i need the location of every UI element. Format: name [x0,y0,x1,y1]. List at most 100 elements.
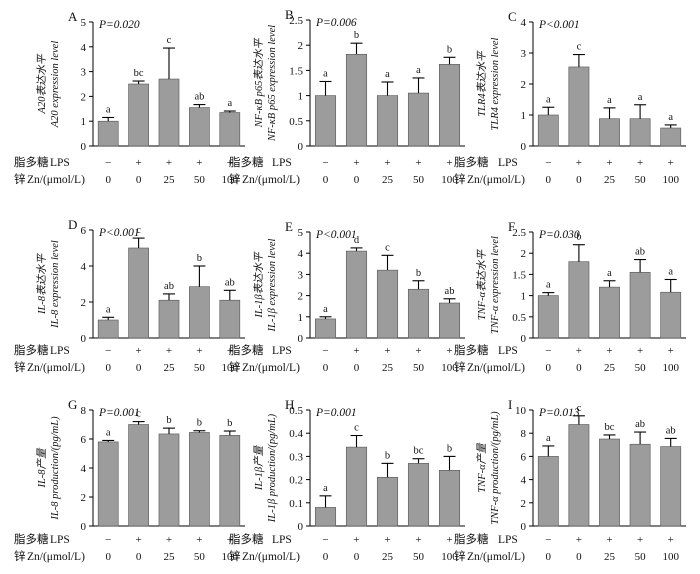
zn-condition: 0 [546,362,552,374]
panel-letter-f: F [508,219,515,234]
lps-row-label-cn: 脂多糖 [14,343,49,357]
lps-condition: + [576,157,582,169]
lps-condition: + [166,345,172,357]
bar-a [128,83,149,147]
significance-letter-d: a [106,304,111,315]
lps-condition: + [227,534,233,546]
y-tick-label-e: 5 [298,227,304,239]
zn-condition: 100 [441,362,458,374]
lps-row-label: LPS [272,345,292,357]
significance-letter-d: b [197,253,202,264]
zn-condition: 25 [382,174,394,186]
p-value-c: P<0.001 [538,19,580,31]
bar-h [345,446,368,527]
bar-f [599,286,620,339]
p-value-a: P=0.020 [98,19,140,31]
y-tick-label-i: 0 [521,521,527,533]
lps-row-label-cn: 脂多糖 [454,155,489,169]
zn-row-label: Zn/(μmol/L) [242,174,300,186]
significance-letter-b: b [354,30,359,41]
lps-row-label: LPS [272,157,292,169]
zn-row-label: Zn/(μmol/L) [467,174,525,186]
y-axis-label-b: NF-κB p65表达水平 [253,37,265,128]
significance-letter-d: ab [225,277,235,288]
bar-c [599,118,620,147]
p-value-d: P<0.001 [98,227,140,239]
y-axis-label-d: IL-8 expression level [50,240,61,329]
significance-letter-i: bc [605,422,615,433]
zn-condition: 0 [576,174,582,186]
significance-letter-a: bc [134,68,144,79]
lps-condition: − [105,157,111,169]
panel-letter-d: D [68,217,77,232]
significance-letter-h: a [323,483,328,494]
bar-i [629,443,651,527]
lps-condition: + [446,534,452,546]
y-tick-label-b: 1.5 [289,65,303,77]
y-tick-label-i: 2 [521,498,527,510]
significance-letter-f: ab [635,247,645,258]
y-axis-label-a: A20表达水平 [36,53,48,114]
y-tick-label-c: 4 [521,17,527,29]
y-axis-label-d: IL-8表达水平 [36,252,48,315]
significance-letter-c: a [668,112,673,123]
zn-condition: 50 [635,174,647,186]
p-value-e: P<0.001 [315,229,357,241]
y-tick-label-i: 6 [521,451,527,463]
zn-condition: 100 [441,551,458,563]
zn-condition: 0 [105,551,111,563]
significance-letter-g: b [166,415,171,426]
significance-letter-e: ab [445,286,455,297]
y-tick-label-g: 8 [81,405,87,417]
y-tick-label-g: 6 [81,434,87,446]
lps-row-label: LPS [50,157,70,169]
y-axis-label-h: IL-1β产量 [253,444,265,491]
y-tick-label-h: 0.4 [289,428,303,440]
zn-condition: 0 [136,362,142,374]
significance-letter-e: d [354,235,360,246]
lps-condition: + [606,534,612,546]
zn-condition: 100 [662,551,679,563]
significance-letter-f: a [668,266,673,277]
bar-g [158,433,180,527]
y-tick-label-b: 0.5 [289,116,303,128]
y-tick-label-c: 0 [521,141,527,153]
y-axis-label-i: TNF-α production/(pg/mL) [490,411,501,525]
zn-condition: 25 [604,362,616,374]
y-tick-label-f: 2.5 [512,227,526,239]
bar-c [537,114,559,147]
significance-letter-h: b [385,450,390,461]
bar-f [537,295,559,339]
lps-row-label-cn: 脂多糖 [229,532,264,546]
zn-row-label: Zn/(μmol/L) [27,174,85,186]
zn-condition: 50 [413,174,425,186]
bar-e [345,250,368,339]
significance-letter-c: a [546,94,551,105]
y-tick-label-d: 0 [81,333,87,345]
bar-i [660,446,682,527]
zn-condition: 100 [662,174,679,186]
lps-row-label: LPS [50,534,70,546]
zn-row-label-cn: 锌 [14,549,26,563]
zn-condition: 100 [662,362,679,374]
bar-c [568,66,590,147]
lps-row-label-cn: 脂多糖 [14,532,49,546]
lps-condition: + [576,534,582,546]
zn-condition: 0 [323,174,329,186]
significance-letter-e: a [323,304,328,315]
y-tick-label-f: 0.5 [512,312,526,324]
lps-condition: − [322,534,328,546]
significance-letter-c: c [577,42,582,53]
y-tick-label-f: 0 [521,333,527,345]
lps-condition: + [668,345,674,357]
y-tick-label-a: 1 [81,116,87,128]
zn-row-label: Zn/(μmol/L) [242,551,300,563]
zn-row-label-cn: 锌 [229,172,241,186]
significance-letter-h: b [447,443,452,454]
lps-condition: + [415,157,421,169]
bar-b [407,92,430,147]
zn-condition: 25 [164,551,176,563]
zn-condition: 25 [382,362,394,374]
significance-letter-e: b [416,268,421,279]
bar-a [219,112,241,147]
